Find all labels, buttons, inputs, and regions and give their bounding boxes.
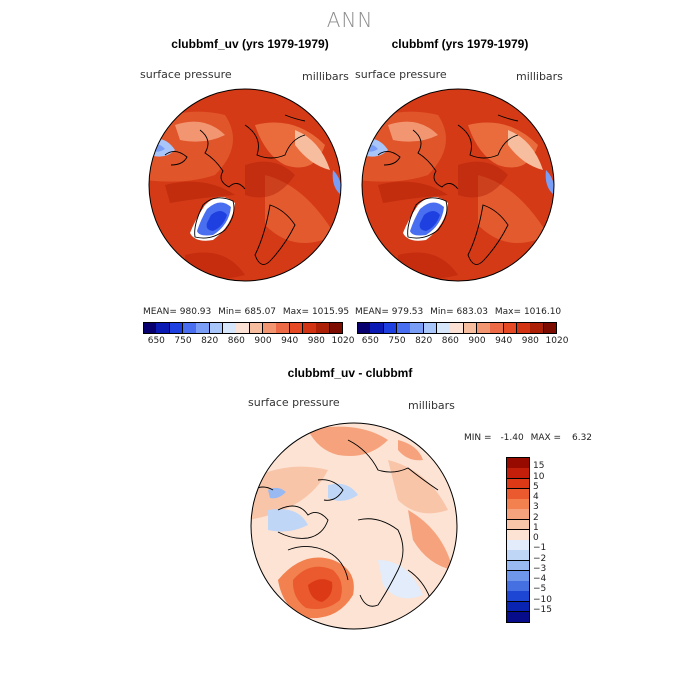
polar-map-left — [148, 88, 342, 282]
colorbar-swatch — [289, 322, 304, 334]
colorbar-swatch — [507, 570, 529, 582]
colorbar-diff-labels: 15 10 5 4 3 2 1 0 −1 −2 −3 −4 −5 −10 −15 — [533, 457, 573, 621]
colorbar-tick-label: −10 — [533, 594, 552, 605]
colorbar-tick-label: 5 — [533, 481, 539, 492]
max-label: Max= — [494, 307, 522, 317]
colorbar-right-labels: 650 750 820 860 900 940 980 1020 — [357, 336, 569, 348]
diff-min-value: -1.40 — [500, 433, 524, 443]
mean-label: MEAN= — [143, 307, 177, 317]
max-value: 1015.95 — [311, 307, 350, 317]
colorbar-left-labels: 650 750 820 860 900 940 980 1020 — [143, 336, 355, 348]
colorbar-tick-label: 860 — [441, 336, 459, 346]
colorbar-swatch — [383, 322, 398, 334]
colorbar-swatch — [507, 499, 529, 510]
units-label-right: millibars — [516, 70, 563, 83]
colorbar-tick-label: −4 — [533, 574, 547, 584]
colorbar-swatch — [463, 322, 478, 334]
colorbar-swatch — [507, 529, 529, 541]
colorbar-swatch — [507, 550, 529, 561]
colorbar-tick-label: 980 — [521, 336, 539, 346]
colorbar-tick-label: 750 — [174, 336, 192, 346]
polar-map-right — [361, 88, 555, 282]
panel-title-left: clubbmf_uv (yrs 1979-1979) — [171, 37, 329, 51]
colorbar-tick-label: 1020 — [331, 336, 355, 346]
colorbar-swatch — [507, 509, 529, 520]
mean-value: 979.53 — [391, 307, 424, 317]
colorbar-tick-label: −3 — [533, 563, 547, 574]
min-label: Min= — [218, 307, 242, 317]
colorbar-swatch — [507, 478, 529, 490]
colorbar-tick-label: 940 — [495, 336, 513, 346]
colorbar-tick-label: −1 — [533, 543, 547, 554]
colorbar-swatch — [507, 591, 529, 602]
colorbar-swatch — [507, 540, 529, 551]
colorbar-tick-label: 0 — [533, 533, 539, 543]
diff-units-label: millibars — [408, 399, 455, 412]
stats-left: MEAN= 980.93 Min= 685.07 Max= 1015.95 — [143, 307, 349, 317]
colorbar-tick-label: 1 — [533, 522, 539, 533]
colorbar-left — [143, 322, 344, 334]
colorbar-swatch — [507, 601, 529, 613]
variable-label-left: surface pressure — [140, 68, 232, 81]
colorbar-tick-label: −15 — [533, 604, 552, 615]
variable-label-right: surface pressure — [355, 68, 447, 81]
colorbar-tick-label: 1020 — [545, 336, 569, 346]
diff-max-label: MAX = — [530, 433, 562, 443]
colorbar-tick-label: 2 — [533, 512, 539, 523]
colorbar-swatch — [507, 458, 529, 469]
colorbar-right — [357, 322, 558, 334]
max-value: 1016.10 — [523, 307, 562, 317]
colorbar-tick-label: 820 — [201, 336, 219, 346]
polar-map-diff — [250, 422, 458, 630]
diff-stats: MIN = -1.40 MAX = 6.32 — [464, 433, 592, 443]
colorbar-tick-label: −5 — [533, 584, 547, 595]
colorbar-tick-label: −2 — [533, 553, 547, 564]
colorbar-swatch — [507, 560, 529, 572]
colorbar-swatch — [503, 322, 518, 334]
colorbar-tick-label: 860 — [227, 336, 245, 346]
colorbar-tick-label: 940 — [281, 336, 299, 346]
panel-title-right: clubbmf (yrs 1979-1979) — [391, 37, 529, 51]
colorbar-tick-label: 820 — [415, 336, 433, 346]
colorbar-swatch — [507, 519, 529, 531]
colorbar-tick-label: 15 — [533, 461, 545, 472]
units-label-left: millibars — [302, 70, 349, 83]
diff-variable-label: surface pressure — [248, 396, 340, 409]
colorbar-tick-label: 4 — [533, 492, 539, 502]
min-value: 683.03 — [456, 307, 489, 317]
colorbar-swatch — [507, 611, 529, 623]
colorbar-swatch — [423, 322, 438, 334]
colorbar-tick-label: 650 — [361, 336, 379, 346]
min-label: Min= — [430, 307, 454, 317]
colorbar-tick-label: 980 — [307, 336, 325, 346]
colorbar-tick-label: 900 — [254, 336, 272, 346]
colorbar-swatch — [209, 322, 224, 334]
colorbar-tick-label: 900 — [468, 336, 486, 346]
max-label: Max= — [282, 307, 310, 317]
colorbar-swatch — [507, 581, 529, 592]
colorbar-tick-label: 10 — [533, 471, 545, 482]
colorbar-tick-label: 750 — [388, 336, 406, 346]
colorbar-diff — [506, 457, 530, 623]
diff-min-label: MIN = — [464, 433, 492, 443]
colorbar-tick-label: 650 — [147, 336, 165, 346]
page-title: ANN — [326, 8, 374, 32]
diff-panel-title: clubbmf_uv - clubbmf — [287, 366, 413, 380]
min-value: 685.07 — [244, 307, 277, 317]
colorbar-tick-label: 3 — [533, 502, 539, 513]
colorbar-swatch — [507, 488, 529, 500]
mean-label: MEAN= — [355, 307, 389, 317]
diff-max-value: 6.32 — [571, 433, 593, 443]
stats-right: MEAN= 979.53 Min= 683.03 Max= 1016.10 — [355, 307, 561, 317]
mean-value: 980.93 — [179, 307, 212, 317]
colorbar-swatch — [249, 322, 264, 334]
colorbar-swatch — [169, 322, 184, 334]
colorbar-swatch — [507, 468, 529, 479]
